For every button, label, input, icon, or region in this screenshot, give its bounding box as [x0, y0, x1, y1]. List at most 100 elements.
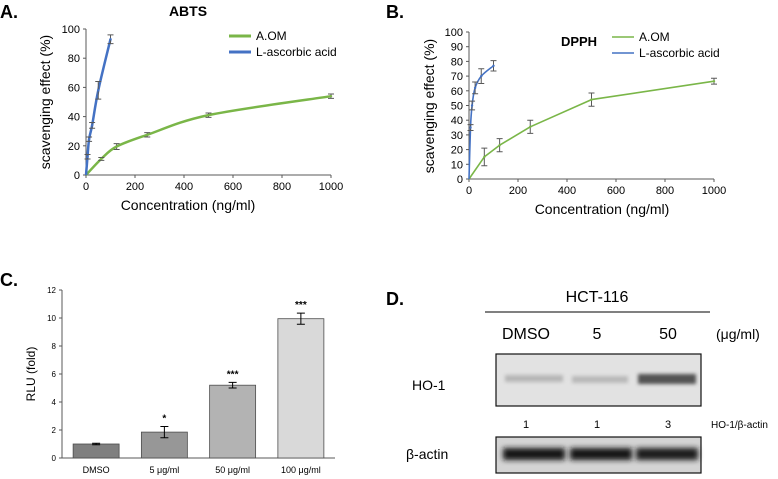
- ho1-band-50: [638, 374, 696, 384]
- actin-band-dmso: [503, 448, 565, 460]
- data-point-aom: [712, 80, 716, 83]
- panel-b-legend-aom: A.OM: [639, 30, 670, 44]
- panel-a-x-tick-label: 600: [224, 181, 242, 193]
- panel-a-x-tick-label: 800: [273, 181, 291, 193]
- panel-b-x-tick-label: 200: [509, 185, 527, 197]
- bar-category-label: 5 μg/ml: [150, 465, 180, 475]
- bar-error: [92, 442, 101, 446]
- panel-b-legend: A.OM L-ascorbic acid: [612, 30, 720, 60]
- panel-b-label: B.: [386, 2, 404, 22]
- ho1-row-label: HO-1: [412, 377, 446, 393]
- lane-label-50: 50: [659, 326, 677, 343]
- ho1-band-5: [572, 376, 628, 383]
- panel-a-y-tick-label: 100: [62, 24, 80, 36]
- series-line-aom: [85, 94, 332, 176]
- bar-category-label: DMSO: [83, 465, 110, 475]
- panel-b-y-tick-label: 20: [451, 145, 463, 157]
- data-point-ascorbic: [90, 124, 94, 127]
- panel-a-x-tick-label: 0: [83, 181, 89, 193]
- data-point-aom: [498, 143, 501, 147]
- significance-marker: ***: [227, 369, 239, 380]
- panel-b-y-tick-label: 80: [451, 56, 463, 68]
- lane-label-dmso: DMSO: [502, 326, 550, 343]
- panel-c-y-ticks: 0 2 4 6 8 10 12: [47, 286, 62, 463]
- data-point-ascorbic: [97, 89, 100, 92]
- panel-b-y-label: scavenging effect (%): [421, 39, 437, 173]
- panel-a-x-tick-label: 400: [175, 181, 193, 193]
- panel-b-y-tick-label: 90: [451, 42, 463, 54]
- data-point-aom: [100, 157, 103, 161]
- panel-a-x-ticks: 0 200 400 600 800 1000: [83, 175, 343, 193]
- panel-b-legend-ascorbic: L-ascorbic acid: [639, 46, 720, 60]
- panel-a-y-tick-label: 80: [68, 53, 80, 65]
- panel-c-label: C.: [0, 270, 18, 290]
- actin-band-50: [636, 448, 698, 460]
- panel-a-label: A.: [0, 2, 18, 22]
- bar-category-label: 100 μg/ml: [281, 465, 321, 475]
- panel-c-y-tick-label: 4: [52, 398, 57, 407]
- data-point-ascorbic: [87, 138, 91, 141]
- panel-a-x-tick-label: 200: [126, 181, 144, 193]
- panel-b-y-tick-label: 70: [451, 71, 463, 83]
- lane-label-5: 5: [593, 326, 602, 343]
- data-point-ascorbic: [473, 86, 477, 90]
- ratio-label: HO-1/β-actin: [711, 420, 768, 431]
- ho1-band-dmso: [505, 375, 563, 382]
- panel-b-x-tick-label: 400: [558, 185, 576, 197]
- panel-a-x-tick-label: 1000: [319, 181, 343, 193]
- panel-a: A. ABTS 0 20 40 60 80 100 0 200 400 600 800 1000 C…: [0, 2, 343, 213]
- panel-b-y-tick-label: 100: [445, 27, 463, 39]
- panel-b-y-tick-label: 40: [451, 115, 463, 127]
- panel-b-y-tick-label: 0: [457, 174, 463, 186]
- panel-b-x-tick-label: 0: [466, 185, 472, 197]
- panel-b-x-tick-label: 1000: [702, 185, 726, 197]
- panel-a-x-label: Concentration (ng/ml): [121, 197, 256, 213]
- significance-marker: *: [162, 414, 166, 425]
- panel-a-title: ABTS: [169, 3, 207, 19]
- panel-a-y-tick-label: 20: [68, 141, 80, 153]
- panel-d: D. HCT-116 DMSO 5 50 (μg/ml) HO-1 1 1 3 …: [386, 289, 768, 474]
- bar-error: [296, 312, 305, 325]
- panel-a-y-tick-label: 40: [68, 112, 80, 124]
- panel-d-label: D.: [386, 289, 404, 309]
- panel-a-legend-aom: A.OM: [256, 29, 287, 43]
- panel-b: B. DPPH 0 10 20 30 40 50 60 70 80 90 100 0 200 400 60…: [386, 2, 726, 217]
- data-point-ascorbic: [470, 104, 474, 107]
- panel-a-legend-ascorbic: L-ascorbic acid: [256, 45, 337, 59]
- panel-c-y-tick-label: 2: [52, 426, 57, 435]
- data-point-aom: [529, 125, 532, 129]
- panel-b-y-ticks: 0 10 20 30 40 50 60 70 80 90 100: [445, 27, 469, 186]
- ho1-blot: [495, 353, 702, 407]
- data-point-aom: [329, 94, 333, 98]
- beta-actin-row-label: β-actin: [406, 446, 448, 462]
- ratio-50: 3: [665, 419, 671, 431]
- panel-c-bars: DMSO * 5 μg/ml *** 50 μg/ml *** 100 μg/ml: [72, 300, 325, 475]
- panel-c-y-tick-label: 0: [52, 454, 57, 463]
- data-point-aom: [483, 155, 486, 159]
- data-point-aom: [590, 98, 593, 101]
- ratio-5: 1: [594, 419, 600, 431]
- ratio-dmso: 1: [523, 419, 529, 431]
- panel-a-y-ticks: 0 20 40 60 80 100: [62, 24, 86, 182]
- data-point-aom: [207, 113, 210, 117]
- beta-actin-blot: [495, 436, 702, 474]
- panel-b-series: [467, 60, 717, 180]
- panel-c-y-label: RLU (fold): [24, 347, 38, 402]
- panel-b-x-tick-label: 800: [656, 185, 674, 197]
- panel-b-x-ticks: 0 200 400 600 800 1000: [466, 179, 726, 197]
- panel-c-y-tick-label: 12: [47, 286, 56, 295]
- panel-b-y-tick-label: 50: [451, 101, 463, 113]
- data-point-ascorbic: [492, 64, 495, 68]
- bar: [277, 318, 325, 459]
- bar: [209, 384, 257, 459]
- panel-a-y-label: scavenging effect (%): [37, 35, 53, 169]
- panel-a-y-tick-label: 60: [68, 82, 80, 94]
- panel-b-x-label: Concentration (ng/ml): [535, 201, 670, 217]
- panel-c-y-tick-label: 8: [52, 342, 57, 351]
- data-point-ascorbic: [469, 126, 472, 129]
- panel-c-y-tick-label: 10: [47, 314, 56, 323]
- concentration-unit: (μg/ml): [716, 326, 760, 342]
- panel-a-series: [84, 34, 334, 176]
- bar: [72, 443, 120, 459]
